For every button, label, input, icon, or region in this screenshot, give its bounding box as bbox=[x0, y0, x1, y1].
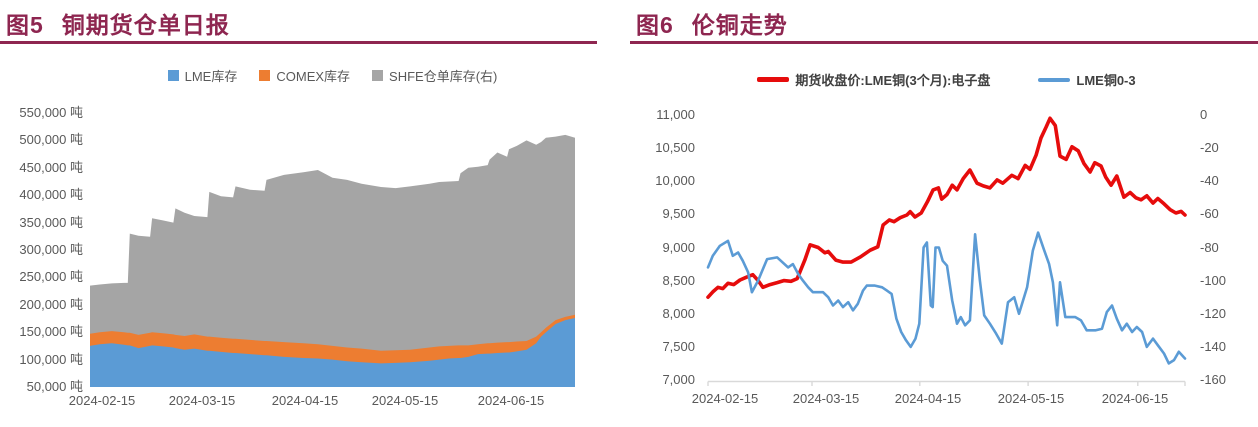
figure5-title-rule bbox=[0, 41, 597, 44]
fig6-right-y-axis-tick-label: -140 bbox=[1200, 338, 1227, 354]
fig6-left-y-axis-tick-label: 9,000 bbox=[662, 239, 695, 255]
fig6-x-axis-tick-label: 2024-06-15 bbox=[1101, 391, 1169, 406]
lme-area bbox=[90, 318, 575, 387]
price-line-legend-label: 期货收盘价:LME铜(3个月):电子盘 bbox=[795, 73, 991, 88]
legend-item-lme-0-3: LME铜0-3 bbox=[1038, 70, 1136, 89]
fig5-y-axis-tick-label: 500,000 吨 bbox=[19, 132, 83, 148]
fig5-x-axis-tick-label: 2024-06-15 bbox=[477, 393, 545, 408]
figure6-line-plot bbox=[706, 116, 1187, 386]
fig6-left-y-axis-tick-label: 11,000 bbox=[656, 107, 695, 122]
comex-legend-label: COMEX库存 bbox=[276, 69, 351, 84]
fig6-left-y-axis-tick-label: 7,500 bbox=[662, 338, 695, 354]
fig6-right-y-axis-tick-label: -80 bbox=[1200, 239, 1219, 255]
legend-item-shfe: SHFE仓单库存(右) bbox=[372, 66, 497, 85]
figure5-panel: 图5 铜期货仓单日报 LME库存 COMEX库存 SHFE仓单库存(右) 550,… bbox=[0, 0, 600, 427]
fig6-left-y-axis-tick-label: 10,000 bbox=[655, 173, 695, 189]
fig6-right-y-axis-tick-label: -120 bbox=[1200, 305, 1227, 321]
figure6-panel: 图6 伦铜走势 期货收盘价:LME铜(3个月):电子盘 LME铜0-3 11,00… bbox=[630, 0, 1258, 427]
figure5-number: 图5 bbox=[6, 12, 44, 38]
fig5-y-axis-tick-label: 200,000 吨 bbox=[19, 296, 83, 312]
fig6-left-y-axis-tick-label: 10,500 bbox=[655, 140, 695, 156]
fig5-y-axis-tick-label: 550,000 吨 bbox=[19, 105, 83, 120]
shfe-legend-swatch-icon bbox=[372, 70, 384, 81]
spread-line bbox=[706, 231, 1187, 365]
fig5-y-axis-tick-label: 50,000 吨 bbox=[26, 379, 83, 394]
fig6-left-y-axis-tick-label: 9,500 bbox=[662, 206, 695, 222]
fig6-x-axis-tick-label: 2024-02-15 bbox=[691, 391, 759, 406]
spread-line-legend-swatch-icon bbox=[1038, 77, 1071, 82]
fig5-x-axis-tick-label: 2024-03-15 bbox=[168, 393, 236, 408]
fig6-right-y-axis-tick-label: -60 bbox=[1200, 206, 1219, 222]
shfe-legend-label: SHFE仓单库存(右) bbox=[389, 69, 498, 84]
fig5-x-axis-tick-label: 2024-02-15 bbox=[68, 393, 136, 408]
figure6-name: 伦铜走势 bbox=[691, 12, 788, 38]
fig5-y-axis-tick-label: 350,000 吨 bbox=[19, 214, 83, 230]
fig6-x-axis-tick-label: 2024-04-15 bbox=[894, 391, 962, 406]
figure6-legend: 期货收盘价:LME铜(3个月):电子盘 LME铜0-3 bbox=[708, 70, 1185, 89]
figure6-title: 图6 伦铜走势 bbox=[636, 6, 788, 40]
fig5-y-axis-tick-label: 150,000 吨 bbox=[19, 324, 83, 340]
legend-item-lme: LME库存 bbox=[167, 66, 238, 85]
figure5-legend: LME库存 COMEX库存 SHFE仓单库存(右) bbox=[90, 66, 575, 85]
figure5-name: 铜期货仓单日报 bbox=[61, 12, 230, 38]
fig5-y-axis-tick-label: 250,000 吨 bbox=[19, 269, 83, 285]
fig6-right-y-axis-tick-label: -20 bbox=[1200, 140, 1219, 156]
fig6-right-y-axis-tick-label: -160 bbox=[1200, 372, 1227, 387]
legend-item-comex: COMEX库存 bbox=[259, 66, 350, 85]
legend-item-lme3m-price: 期货收盘价:LME铜(3个月):电子盘 bbox=[757, 70, 990, 89]
fig5-y-axis-tick-label: 450,000 吨 bbox=[19, 159, 83, 175]
price-line-legend-swatch-icon bbox=[757, 77, 790, 82]
figure6-number: 图6 bbox=[636, 12, 674, 38]
shfe-area bbox=[90, 134, 575, 387]
figure5-stacked-area-plot bbox=[90, 134, 575, 387]
fig5-x-axis-tick-label: 2024-05-15 bbox=[371, 393, 439, 408]
fig6-x-axis-tick-label: 2024-03-15 bbox=[792, 391, 860, 406]
fig6-right-y-axis-tick-label: -40 bbox=[1200, 173, 1219, 189]
fig6-right-y-axis-tick-label: -100 bbox=[1200, 272, 1227, 288]
fig6-left-y-axis-tick-label: 7,000 bbox=[662, 372, 695, 387]
fig5-y-axis-tick-label: 400,000 吨 bbox=[19, 187, 83, 203]
comex-legend-swatch-icon bbox=[259, 70, 271, 81]
fig5-x-axis-tick-label: 2024-04-15 bbox=[271, 393, 339, 408]
fig6-x-axis-tick-label: 2024-05-15 bbox=[997, 391, 1065, 406]
fig6-right-y-axis-tick-label: 0 bbox=[1200, 107, 1208, 122]
figure5-title: 图5 铜期货仓单日报 bbox=[6, 6, 230, 40]
lme-legend-swatch-icon bbox=[167, 70, 179, 81]
fig6-left-y-axis-tick-label: 8,500 bbox=[662, 272, 695, 288]
fig5-y-axis-tick-label: 300,000 吨 bbox=[19, 242, 83, 257]
figure6-title-rule bbox=[630, 41, 1258, 44]
price-line bbox=[706, 116, 1187, 299]
lme-legend-label: LME库存 bbox=[184, 69, 238, 84]
spread-line-legend-label: LME铜0-3 bbox=[1076, 73, 1136, 88]
fig5-y-axis-tick-label: 100,000 吨 bbox=[19, 351, 83, 367]
fig6-left-y-axis-tick-label: 8,000 bbox=[662, 305, 695, 321]
